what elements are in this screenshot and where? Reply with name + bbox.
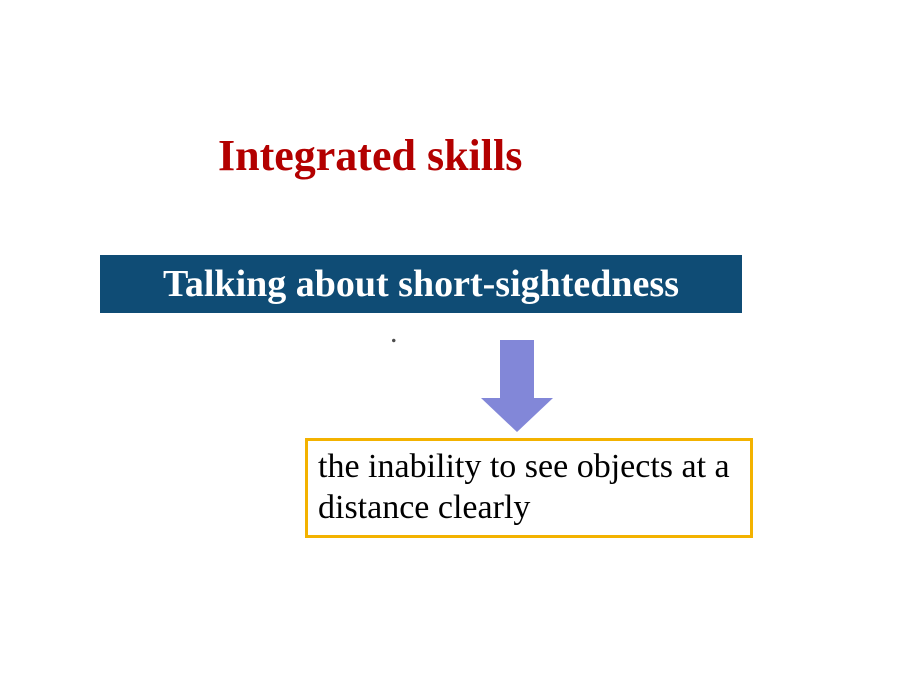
definition-text: the inability to see objects at a distan…	[318, 447, 750, 529]
arrow-down-shaft	[500, 340, 534, 400]
definition-box: the inability to see objects at a distan…	[305, 438, 753, 538]
slide: Integrated skills Talking about short-si…	[0, 0, 920, 690]
topic-banner: Talking about short-sightedness	[100, 255, 742, 313]
topic-banner-text: Talking about short-sightedness	[163, 262, 679, 306]
slide-title: Integrated skills	[218, 130, 522, 181]
arrow-down-head	[481, 398, 553, 432]
dot-mark: .	[390, 316, 398, 350]
